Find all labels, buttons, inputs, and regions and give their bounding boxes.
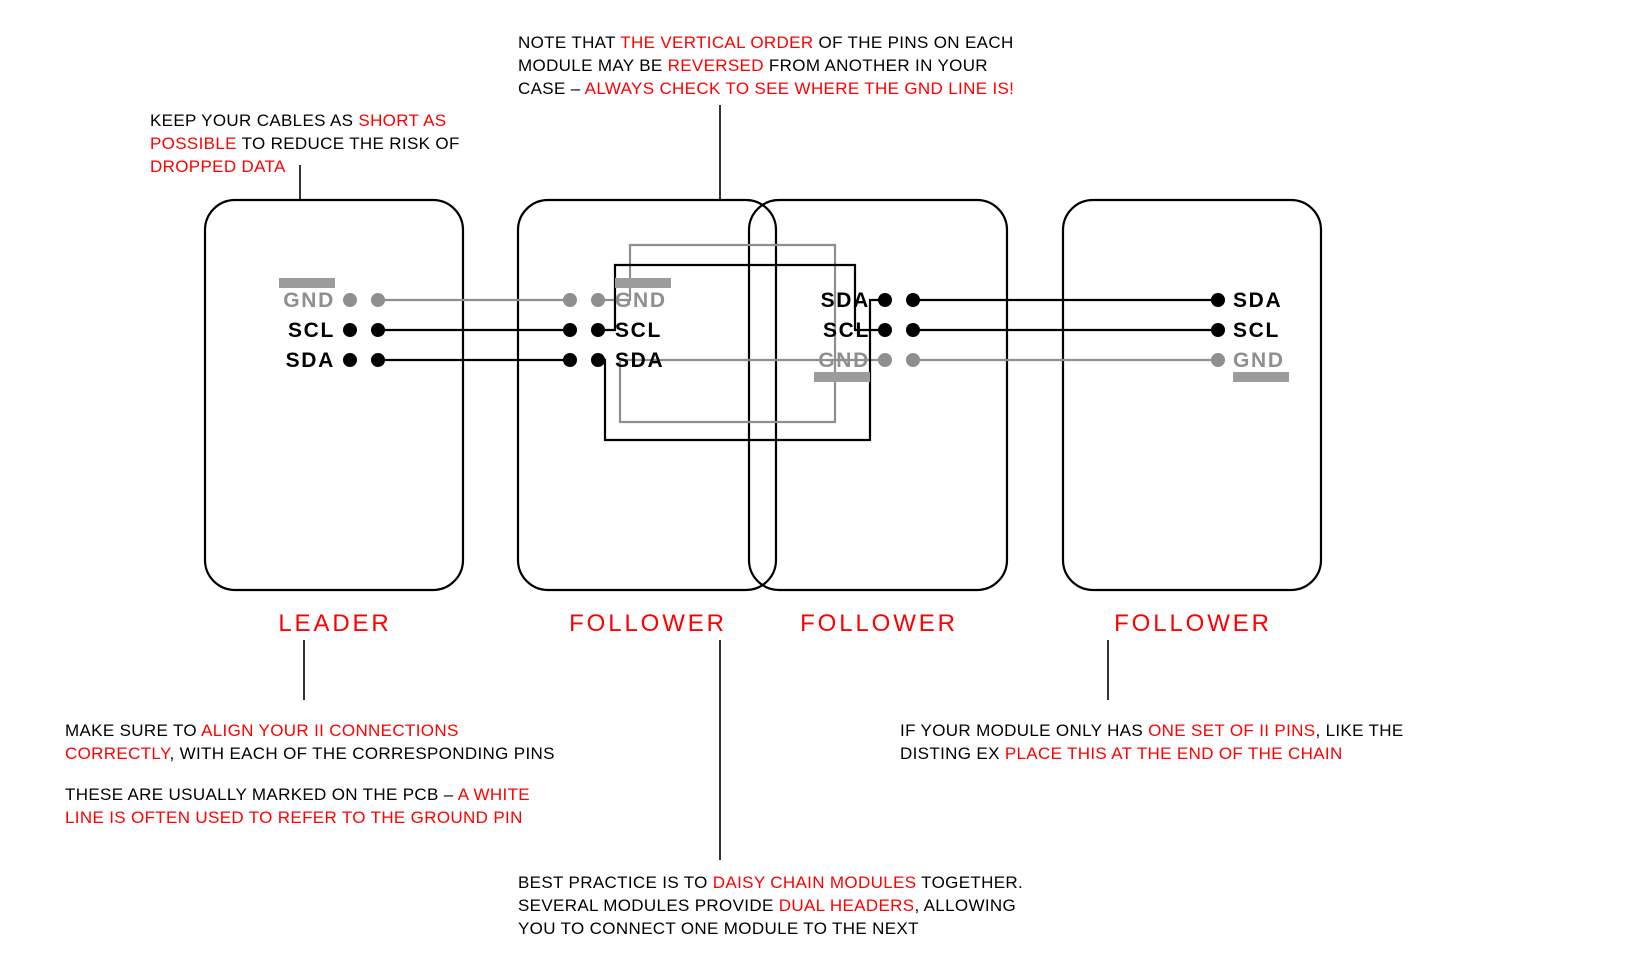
module-label-follower-1: FOLLOWER [518, 610, 778, 638]
svg-text:SCL: SCL [823, 319, 870, 342]
note-single-header: IF YOUR MODULE ONLY HAS ONE SET OF II PI… [900, 720, 1460, 766]
svg-text:SCL: SCL [615, 319, 662, 342]
note-short-cables: KEEP YOUR CABLES AS SHORT AS POSSIBLE TO… [150, 110, 510, 179]
svg-text:SCL: SCL [1233, 319, 1280, 342]
svg-text:GND: GND [283, 289, 335, 312]
svg-text:SDA: SDA [286, 349, 335, 372]
module-label-follower-2: FOLLOWER [749, 610, 1009, 638]
note-vertical-order: NOTE THAT THE VERTICAL ORDER OF THE PINS… [518, 32, 1038, 101]
svg-text:SCL: SCL [288, 319, 335, 342]
module-label-leader: LEADER [205, 610, 465, 638]
svg-text:GND: GND [1233, 349, 1285, 372]
svg-text:SDA: SDA [1233, 289, 1282, 312]
note-daisy-chain: BEST PRACTICE IS TO DAISY CHAIN MODULES … [518, 872, 1028, 941]
module-label-follower-3: FOLLOWER [1063, 610, 1323, 638]
svg-text:SDA: SDA [615, 349, 664, 372]
svg-text:GND: GND [615, 289, 667, 312]
svg-text:GND: GND [818, 349, 870, 372]
note-align-connections: MAKE SURE TO ALIGN YOUR II CONNECTIONS C… [65, 720, 565, 830]
svg-text:SDA: SDA [821, 289, 870, 312]
